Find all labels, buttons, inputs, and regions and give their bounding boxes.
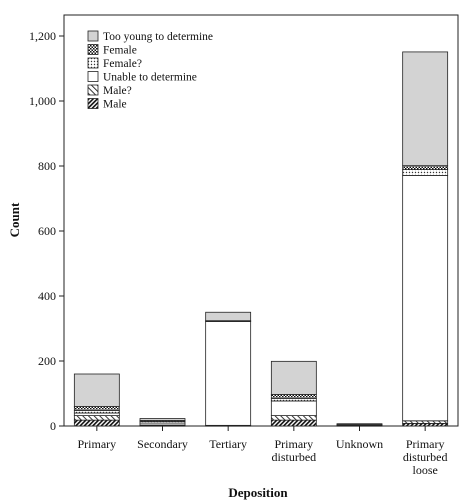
x-tick-label-line: Tertiary	[209, 437, 247, 451]
x-tick-label-line: Unknown	[336, 437, 383, 451]
y-tick-label: 1,200	[29, 29, 56, 43]
x-tick-label: Tertiary	[209, 437, 247, 451]
plot-frame	[63, 14, 459, 427]
x-tick-label: Primary	[77, 437, 116, 451]
legend-swatch-female	[87, 44, 99, 55]
x-axis: Primary Secondary Tertiary Primary disturbed…	[77, 426, 448, 477]
bar-segment-male	[270, 419, 317, 427]
y-tick-label: 1,000	[29, 94, 56, 108]
y-tick-label: 800	[38, 159, 56, 173]
x-tick-label: Secondary	[137, 437, 188, 451]
x-tick-label-line: loose	[412, 463, 437, 477]
y-axis: 0 200 400 600 800 1,000 1,200	[29, 29, 64, 433]
bar-segment-male	[73, 415, 120, 421]
x-tick-label-line: Primary	[274, 437, 313, 451]
y-tick-label: 200	[38, 354, 56, 368]
legend-label-male: Male?	[103, 85, 132, 97]
bar-segment-female	[402, 169, 449, 176]
legend-swatch-unable-to-determine	[87, 71, 99, 82]
legend-label-too-young-to-determine: Too young to determine	[103, 31, 213, 43]
x-axis-title: Deposition	[228, 485, 288, 500]
legend-label-unable-to-determine: Unable to determine	[103, 72, 197, 84]
bar-segment-too-young-to-determine	[73, 373, 120, 407]
bar-segment-too-young-to-determine	[205, 311, 252, 322]
x-tick-label: Primary disturbed	[271, 437, 316, 464]
x-tick-label-line: Primary	[77, 437, 116, 451]
x-tick-label-line: Primary	[406, 437, 445, 451]
x-tick-label-line: disturbed	[271, 450, 316, 464]
bar-segment-unable-to-determine	[270, 400, 317, 417]
x-tick-label: Unknown	[336, 437, 383, 451]
bars-layer	[73, 51, 449, 427]
x-tick-label-line: Secondary	[137, 437, 188, 451]
bar-segment-unable-to-determine	[402, 175, 449, 422]
bar-segment-too-young-to-determine	[336, 423, 383, 425]
legend-label-male: Male	[103, 99, 127, 111]
legend-swatch-too-young-to-determine	[87, 30, 99, 42]
bar-segment-male	[73, 419, 120, 427]
legend-swatch-male	[87, 84, 99, 96]
y-tick-label: 400	[38, 289, 56, 303]
bar-segment-male	[270, 415, 317, 421]
bar-segment-too-young-to-determine	[270, 360, 317, 395]
x-tick-label: Primary disturbed loose	[403, 437, 448, 477]
bar-segment-female	[73, 406, 120, 411]
bar-segment-too-young-to-determine	[402, 51, 449, 167]
bar-segment-unable-to-determine	[205, 320, 252, 426]
bar-segment-too-young-to-determine	[139, 418, 186, 421]
legend-swatch-female	[87, 57, 99, 69]
legend-swatch-male	[87, 98, 99, 109]
y-tick-label: 0	[50, 419, 56, 433]
legend-label-female: Female	[103, 45, 137, 57]
x-tick-label-line: disturbed	[403, 450, 448, 464]
y-axis-title: Count	[7, 202, 22, 237]
legend-label-female: Female?	[103, 58, 142, 70]
bar-segment-female	[270, 394, 317, 399]
y-tick-label: 600	[38, 224, 56, 238]
bar-segment-female	[402, 165, 449, 170]
